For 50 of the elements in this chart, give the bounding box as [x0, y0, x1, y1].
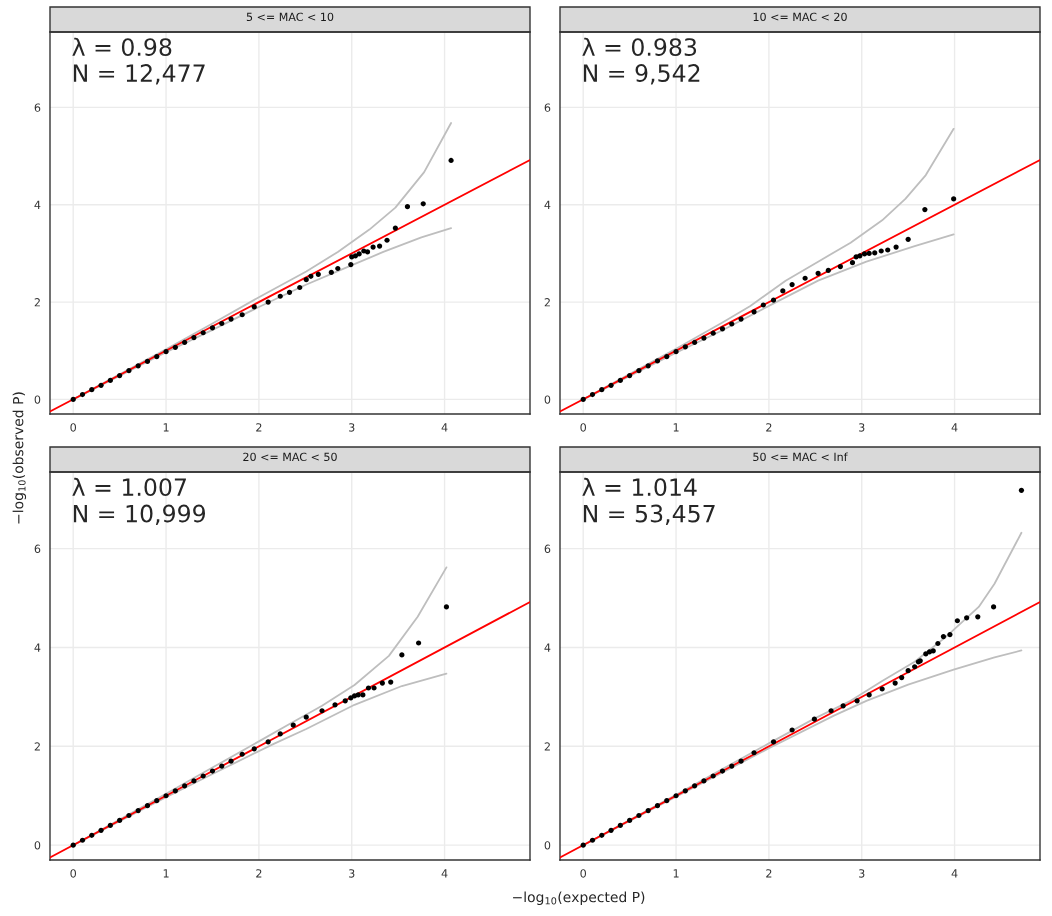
chart-title: 50 <= MAC < Inf [753, 452, 848, 462]
y-tick-label: 0 [34, 841, 41, 850]
x-tick-label: 0 [70, 423, 77, 432]
x-tick-label: 2 [256, 423, 262, 432]
y-tick-label: 2 [544, 742, 550, 751]
y-tick-label: 4 [544, 643, 551, 652]
y-tick-label: 0 [544, 841, 551, 850]
x-tick-label: 3 [349, 869, 355, 878]
x-tick-label: 3 [859, 423, 865, 432]
y-tick-label: 2 [544, 298, 550, 307]
x-tick-label: 1 [673, 423, 679, 432]
y-tick-label: 2 [34, 742, 40, 751]
chart-title: 5 <= MAC < 10 [246, 12, 334, 22]
x-tick-label: 2 [766, 869, 772, 878]
y-tick-label: 6 [544, 103, 551, 112]
y-tick-label: 4 [34, 643, 41, 652]
annotation: λ = 1.014 [582, 477, 697, 497]
x-tick-label: 1 [673, 869, 679, 878]
x-tick-label: 1 [163, 423, 169, 432]
annotation: λ = 0.98 [72, 37, 172, 57]
x-tick-label: 4 [441, 869, 448, 878]
annotation: N = 10,999 [73, 504, 206, 525]
x-tick-label: 3 [859, 869, 865, 878]
y-tick-label: 2 [34, 298, 40, 307]
x-tick-label: 1 [163, 869, 169, 878]
x-axis-title: −log$_{10}$(expected P) [513, 891, 645, 905]
x-tick-label: 0 [70, 869, 77, 878]
x-tick-label: 4 [951, 869, 958, 878]
x-tick-label: 2 [256, 869, 262, 878]
y-tick-label: 0 [34, 395, 41, 404]
annotation: λ = 0.983 [582, 37, 697, 57]
y-tick-label: 4 [544, 200, 551, 209]
annotation: N = 9,542 [583, 64, 700, 85]
y-tick-label: 6 [34, 544, 41, 553]
x-tick-label: 3 [349, 423, 355, 432]
x-tick-label: 0 [580, 869, 587, 878]
y-tick-label: 0 [544, 395, 551, 404]
annotation: N = 12,477 [73, 64, 205, 85]
y-tick-label: 4 [34, 200, 41, 209]
x-tick-label: 4 [441, 423, 448, 432]
chart-title: 20 <= MAC < 50 [243, 452, 337, 462]
annotation: N = 53,457 [583, 504, 715, 525]
y-tick-label: 6 [34, 103, 41, 112]
y-tick-label: 6 [544, 544, 551, 553]
x-tick-label: 4 [951, 423, 958, 432]
annotation: λ = 1.007 [72, 477, 186, 497]
y-axis-title: −log$_{10}$(observed P) [12, 392, 27, 524]
x-tick-label: 2 [766, 423, 772, 432]
x-tick-label: 0 [580, 423, 587, 432]
chart-title: 10 <= MAC < 20 [753, 12, 847, 22]
